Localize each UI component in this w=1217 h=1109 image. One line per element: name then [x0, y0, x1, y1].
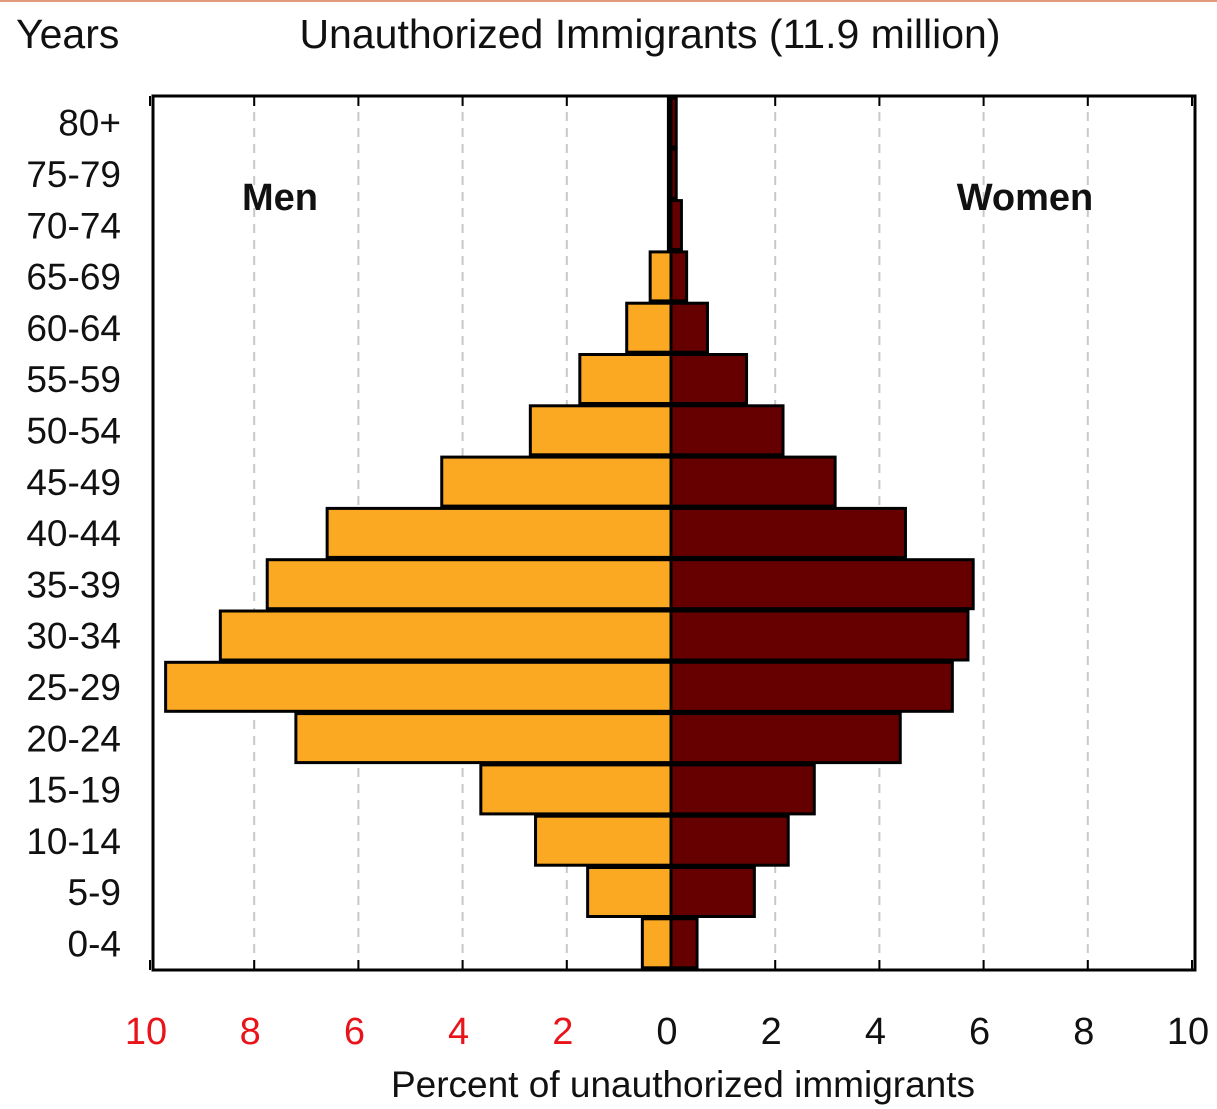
bar-men-25-29 — [164, 660, 673, 713]
age-label: 65-69 — [26, 257, 121, 298]
age-label: 5-9 — [68, 872, 121, 913]
bar-women-20-24 — [669, 712, 902, 765]
women-label: Women — [957, 177, 1094, 219]
bar-men-65-69 — [648, 250, 673, 303]
bar-women-60-64 — [669, 301, 709, 354]
age-label: 0-4 — [68, 923, 121, 964]
age-label: 55-59 — [26, 359, 121, 400]
bar-women-50-54 — [669, 404, 785, 457]
bar-women-55-59 — [669, 353, 749, 405]
x-tick-label: 10 — [1167, 1011, 1209, 1053]
bar-women-0-4 — [669, 917, 699, 970]
plot-frame — [151, 94, 1197, 972]
age-label: 75-79 — [26, 154, 121, 195]
age-label: 80+ — [58, 103, 121, 144]
age-label: 15-19 — [26, 770, 121, 811]
bar-men-50-54 — [528, 404, 673, 457]
bar-women-15-19 — [669, 763, 816, 816]
bar-men-60-64 — [625, 301, 673, 354]
x-tick-label: 6 — [344, 1011, 365, 1053]
x-tick-label: 10 — [125, 1011, 167, 1053]
bar-men-5-9 — [586, 866, 673, 918]
bar-men-20-24 — [294, 712, 673, 765]
bar-women-10-14 — [669, 814, 790, 867]
bar-women-40-44 — [669, 506, 907, 559]
x-tick-label: 6 — [969, 1011, 990, 1053]
age-label: 40-44 — [26, 513, 121, 554]
age-label: 30-34 — [26, 616, 121, 657]
bar-men-45-49 — [440, 455, 673, 508]
bar-women-25-29 — [669, 660, 954, 713]
grid-lines — [253, 96, 1089, 970]
men-label: Men — [242, 177, 318, 219]
x-tick-label: 2 — [761, 1011, 782, 1053]
bar-women-75-79 — [669, 147, 678, 200]
x-tick-label: 0 — [656, 1011, 677, 1053]
x-axis-label: Percent of unauthorized immigrants — [391, 1064, 975, 1105]
age-label: 10-14 — [26, 821, 121, 862]
bars — [164, 96, 975, 970]
x-tick-labels: 10 8 6 4 2 0 2 4 6 8 10 — [125, 1011, 1209, 1053]
age-label: 50-54 — [26, 410, 121, 451]
bar-women-35-39 — [669, 558, 975, 611]
bar-men-40-44 — [325, 506, 673, 559]
x-tick-label: 8 — [1073, 1011, 1094, 1053]
age-label: 60-64 — [26, 308, 121, 349]
x-tick-label: 4 — [865, 1011, 886, 1053]
x-tick-label: 4 — [448, 1011, 469, 1053]
age-label: 35-39 — [26, 564, 121, 605]
bar-women-45-49 — [669, 455, 837, 508]
age-label: 45-49 — [26, 462, 121, 503]
top-border — [0, 0, 1217, 2]
age-labels: 80+ 75-79 70-74 65-69 60-64 55-59 50-54 45-49 40… — [26, 103, 121, 965]
age-label: 70-74 — [26, 205, 121, 246]
tick-marks — [149, 96, 1193, 970]
x-tick-label: 2 — [552, 1011, 573, 1053]
bar-women-65-69 — [669, 250, 689, 303]
bar-men-35-39 — [265, 558, 673, 611]
bar-men-10-14 — [534, 814, 673, 867]
bar-men-0-4 — [640, 917, 673, 970]
x-tick-label: 8 — [240, 1011, 261, 1053]
bar-men-15-19 — [479, 763, 673, 816]
bar-men-30-34 — [218, 609, 673, 662]
bar-women-30-34 — [669, 609, 970, 662]
bar-women-80+ — [669, 96, 678, 149]
bar-women-5-9 — [669, 866, 756, 918]
age-label: 25-29 — [26, 667, 121, 708]
age-label: 20-24 — [26, 718, 121, 759]
chart-title: Unauthorized Immigrants (11.9 million) — [299, 11, 1000, 57]
bar-women-70-74 — [669, 199, 683, 252]
bar-men-55-59 — [578, 353, 673, 405]
y-axis-label: Years — [16, 11, 119, 57]
